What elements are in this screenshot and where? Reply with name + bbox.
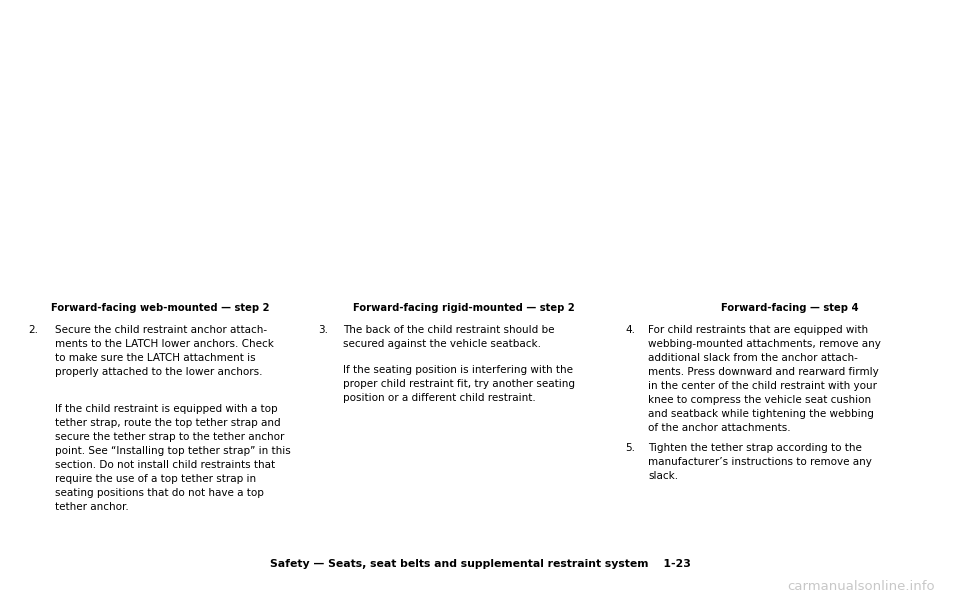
Text: Forward-facing web-mounted — step 2: Forward-facing web-mounted — step 2 (51, 303, 269, 313)
Text: The back of the child restraint should be
secured against the vehicle seatback.: The back of the child restraint should b… (343, 325, 555, 349)
Text: Safety — Seats, seat belts and supplemental restraint system    1-23: Safety — Seats, seat belts and supplemen… (270, 559, 690, 569)
Text: 3.: 3. (318, 325, 328, 335)
Text: 2.: 2. (28, 325, 38, 335)
Text: 4.: 4. (625, 325, 635, 335)
Text: 5.: 5. (625, 443, 635, 453)
Text: Forward-facing rigid-mounted — step 2: Forward-facing rigid-mounted — step 2 (353, 303, 575, 313)
Text: If the seating position is interfering with the
proper child restraint fit, try : If the seating position is interfering w… (343, 365, 575, 403)
Text: For child restraints that are equipped with
webbing-mounted attachments, remove : For child restraints that are equipped w… (648, 325, 881, 433)
Text: Forward-facing — step 4: Forward-facing — step 4 (721, 303, 859, 313)
Text: Secure the child restraint anchor attach-
ments to the LATCH lower anchors. Chec: Secure the child restraint anchor attach… (55, 325, 274, 377)
Text: If the child restraint is equipped with a top
tether strap, route the top tether: If the child restraint is equipped with … (55, 404, 291, 512)
Text: carmanualsonline.info: carmanualsonline.info (787, 580, 935, 593)
Text: Tighten the tether strap according to the
manufacturer’s instructions to remove : Tighten the tether strap according to th… (648, 443, 872, 481)
